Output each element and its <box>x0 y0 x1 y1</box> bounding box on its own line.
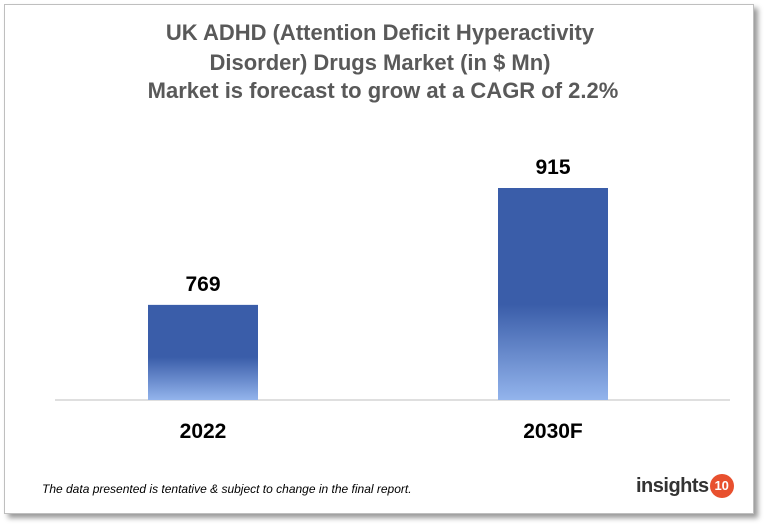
bar <box>498 188 608 400</box>
logo-text: insights <box>636 475 709 497</box>
logo-badge: 10 <box>709 474 734 498</box>
chart-title: UK ADHD (Attention Deficit Hyperactivity… <box>165 20 595 75</box>
value-label: 769 <box>185 273 220 296</box>
frame <box>4 4 754 514</box>
bar <box>148 304 258 400</box>
value-label: 915 <box>535 156 570 179</box>
x-tick-label: 2022 <box>180 420 227 443</box>
chart-subtitle: Market is forecast to grow at a CAGR of … <box>147 78 619 103</box>
x-tick-label: 2030F <box>523 420 583 443</box>
footnote: The data presented is tentative & subjec… <box>42 482 412 496</box>
logo: insights 10 <box>636 474 734 498</box>
